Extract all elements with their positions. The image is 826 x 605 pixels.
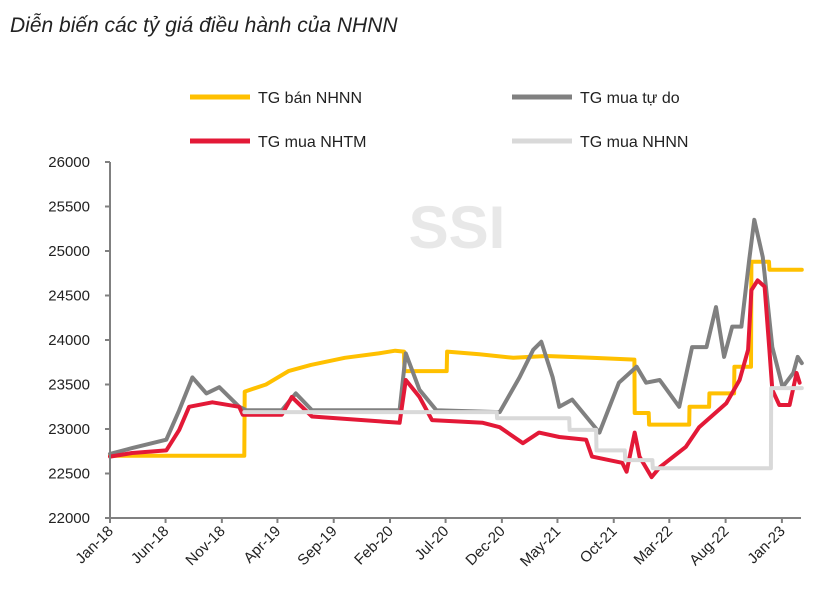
x-tick-label: Nov-18 <box>182 523 228 569</box>
y-tick-label: 22500 <box>48 466 90 483</box>
y-tick-label: 23000 <box>48 421 90 438</box>
watermark-ssi: SSI <box>409 194 506 261</box>
x-tick-label: Aug-22 <box>686 523 732 569</box>
x-tick-label: Feb-20 <box>351 523 397 569</box>
y-tick-label: 25000 <box>48 243 90 260</box>
series-line-1 <box>108 217 804 456</box>
y-tick-label: 25500 <box>48 199 90 216</box>
chart-title: Diễn biến các tỷ giá điều hành của NHNN <box>10 14 398 37</box>
y-tick-label: 22000 <box>48 510 90 527</box>
x-tick-label: May-21 <box>517 523 564 570</box>
x-tick-label: Dec-20 <box>462 523 508 569</box>
x-tick-label: Mar-22 <box>631 523 677 569</box>
x-tick-label: Apr-19 <box>240 523 284 567</box>
y-tick-label: 24000 <box>48 332 90 349</box>
series-line-3 <box>242 386 804 471</box>
x-tick-label: Jun-18 <box>128 523 172 567</box>
legend-label-tg-mua-nhnn: TG mua NHNN <box>580 134 688 151</box>
y-tick-label: 24500 <box>48 288 90 305</box>
x-tick-label: Sep-19 <box>294 523 340 569</box>
legend-label-tg-mua-nhtm: TG mua NHTM <box>258 134 366 151</box>
y-tick-label: 26000 <box>48 154 90 171</box>
legend-label-tg-ban-nhnn: TG bán NHNN <box>258 90 362 107</box>
y-tick-label: 23500 <box>48 377 90 394</box>
series-line-2 <box>108 278 802 480</box>
legend-label-tg-mua-tu-do: TG mua tự do <box>580 90 680 107</box>
series-line-0 <box>108 259 804 458</box>
x-tick-label: Jan-18 <box>72 523 116 567</box>
x-tick-label: Jul-20 <box>412 523 453 564</box>
legend: TG bán NHNN TG mua tự do TG mua NHTM TG … <box>190 90 688 151</box>
x-tick-label: Oct-21 <box>577 523 621 567</box>
x-tick-label: Jan-23 <box>744 523 788 567</box>
series-layer <box>108 217 804 480</box>
